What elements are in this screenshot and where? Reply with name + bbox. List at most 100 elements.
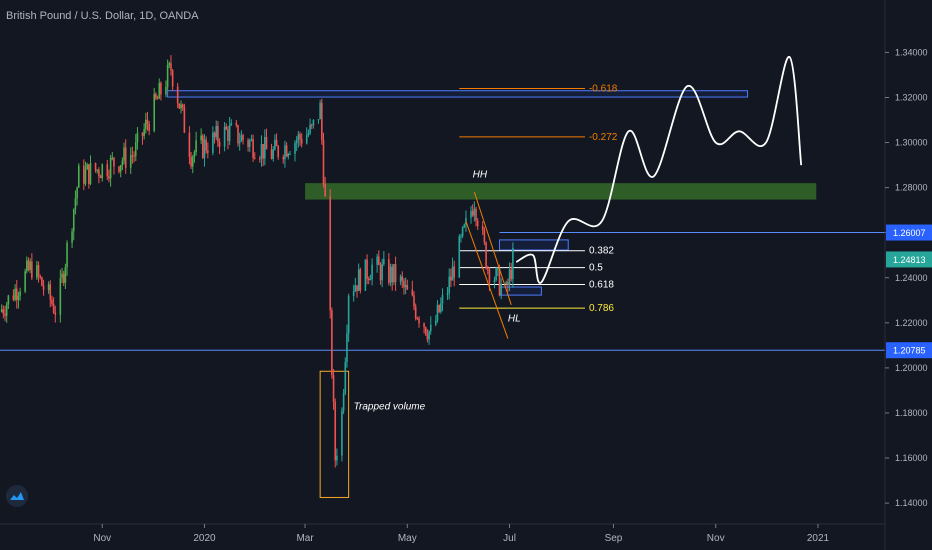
candle-body bbox=[453, 266, 456, 278]
candle-body bbox=[111, 157, 114, 159]
y-axis[interactable]: 1.340001.320001.300001.280001.260001.240… bbox=[884, 0, 932, 550]
candle-body bbox=[203, 139, 206, 158]
candle-body bbox=[346, 333, 348, 363]
candle-body bbox=[376, 256, 378, 265]
candle-body bbox=[191, 156, 194, 167]
candle-body bbox=[141, 132, 144, 136]
tradingview-logo-icon[interactable] bbox=[6, 485, 28, 507]
trendline-2 bbox=[465, 221, 509, 339]
candle-body bbox=[383, 259, 385, 265]
candle-body bbox=[7, 295, 10, 305]
y-tick-label: 1.22000 bbox=[895, 318, 928, 328]
level-1-26007-label: 1.26007 bbox=[893, 228, 926, 238]
candle-body bbox=[160, 83, 162, 95]
candle-body bbox=[322, 139, 325, 184]
candle-body bbox=[64, 267, 67, 283]
candle-body bbox=[260, 144, 263, 159]
candle-body bbox=[76, 187, 78, 199]
candle-body bbox=[275, 139, 278, 147]
candle-body bbox=[404, 285, 407, 288]
candle-body bbox=[264, 136, 266, 159]
candle-body bbox=[282, 156, 285, 160]
candle-body bbox=[119, 165, 122, 172]
x-tick-label: May bbox=[398, 533, 417, 544]
candle-body bbox=[329, 196, 331, 311]
y-tick-label: 1.32000 bbox=[895, 92, 928, 102]
candle-body bbox=[143, 128, 145, 136]
candle-body bbox=[96, 169, 99, 171]
level-1-26007-badge bbox=[886, 224, 932, 241]
trapped-volume-label: Trapped volume bbox=[354, 402, 426, 413]
zone-upper-demand bbox=[498, 239, 569, 251]
candle-body bbox=[131, 155, 134, 157]
candle-body bbox=[259, 158, 261, 160]
candle-body bbox=[354, 285, 357, 292]
fib-label-0.382: 0.382 bbox=[589, 246, 614, 257]
candle-body bbox=[180, 104, 182, 109]
candle-body bbox=[235, 123, 238, 126]
x-axis[interactable]: Nov 2020 Mar May Jul Sep Nov 2021 bbox=[0, 523, 885, 544]
candle-body bbox=[364, 259, 367, 291]
candle-body bbox=[195, 140, 197, 152]
x-tick-label: Nov bbox=[707, 533, 725, 544]
candle-body bbox=[352, 291, 355, 296]
candle-body bbox=[240, 135, 243, 142]
candle-body bbox=[136, 132, 139, 143]
candle-body bbox=[51, 299, 53, 304]
candle-body bbox=[190, 156, 192, 167]
candle-body bbox=[475, 208, 477, 221]
candle-body bbox=[94, 163, 97, 171]
candle-body bbox=[247, 140, 249, 147]
candle-body bbox=[217, 125, 219, 142]
candle-body bbox=[310, 124, 313, 126]
candle-body bbox=[359, 269, 362, 291]
candle-body bbox=[297, 134, 300, 141]
candle-body bbox=[418, 318, 420, 324]
candle-body bbox=[188, 132, 191, 157]
candle-body bbox=[436, 304, 439, 321]
candle-body bbox=[448, 276, 451, 293]
candle-body bbox=[381, 264, 383, 281]
candle-body bbox=[450, 276, 452, 281]
x-tick-label: 2020 bbox=[193, 533, 216, 544]
annotations-layer: HH HL bbox=[473, 169, 521, 324]
candle-body bbox=[295, 140, 298, 144]
candle-body bbox=[287, 154, 290, 157]
candle-body bbox=[451, 266, 454, 281]
candle-body bbox=[106, 164, 109, 177]
candle-body bbox=[26, 260, 28, 272]
candle-body bbox=[262, 144, 264, 159]
candle-body bbox=[495, 268, 497, 281]
y-tick-label: 1.34000 bbox=[895, 47, 928, 57]
candle-body bbox=[52, 303, 55, 313]
level-1-20785-badge bbox=[886, 342, 932, 359]
candle-body bbox=[145, 119, 147, 129]
zones-layer bbox=[167, 90, 817, 296]
candle-body bbox=[133, 155, 135, 157]
candle-body bbox=[461, 226, 464, 237]
candle-body bbox=[429, 324, 432, 331]
candle-body bbox=[59, 278, 62, 315]
candle-body bbox=[289, 153, 291, 155]
candle-body bbox=[483, 230, 486, 243]
candle-body bbox=[178, 103, 181, 109]
candle-body bbox=[391, 266, 394, 283]
candle-body bbox=[334, 401, 337, 461]
candle-body bbox=[434, 320, 437, 325]
candle-body bbox=[134, 142, 137, 157]
candle-body bbox=[12, 295, 15, 300]
candle-body bbox=[15, 288, 18, 301]
candle-body bbox=[109, 157, 112, 179]
candle-body bbox=[371, 264, 373, 280]
zone-support-block bbox=[305, 183, 817, 200]
candle-body bbox=[86, 164, 88, 170]
candle-body bbox=[39, 275, 42, 278]
candle-body bbox=[158, 83, 161, 99]
candle-body bbox=[17, 295, 20, 301]
fib-label-0.618: 0.618 bbox=[589, 280, 614, 291]
candle-body bbox=[294, 143, 296, 154]
candle-body bbox=[101, 164, 104, 179]
candle-body bbox=[253, 157, 256, 159]
candle-body bbox=[252, 139, 254, 158]
